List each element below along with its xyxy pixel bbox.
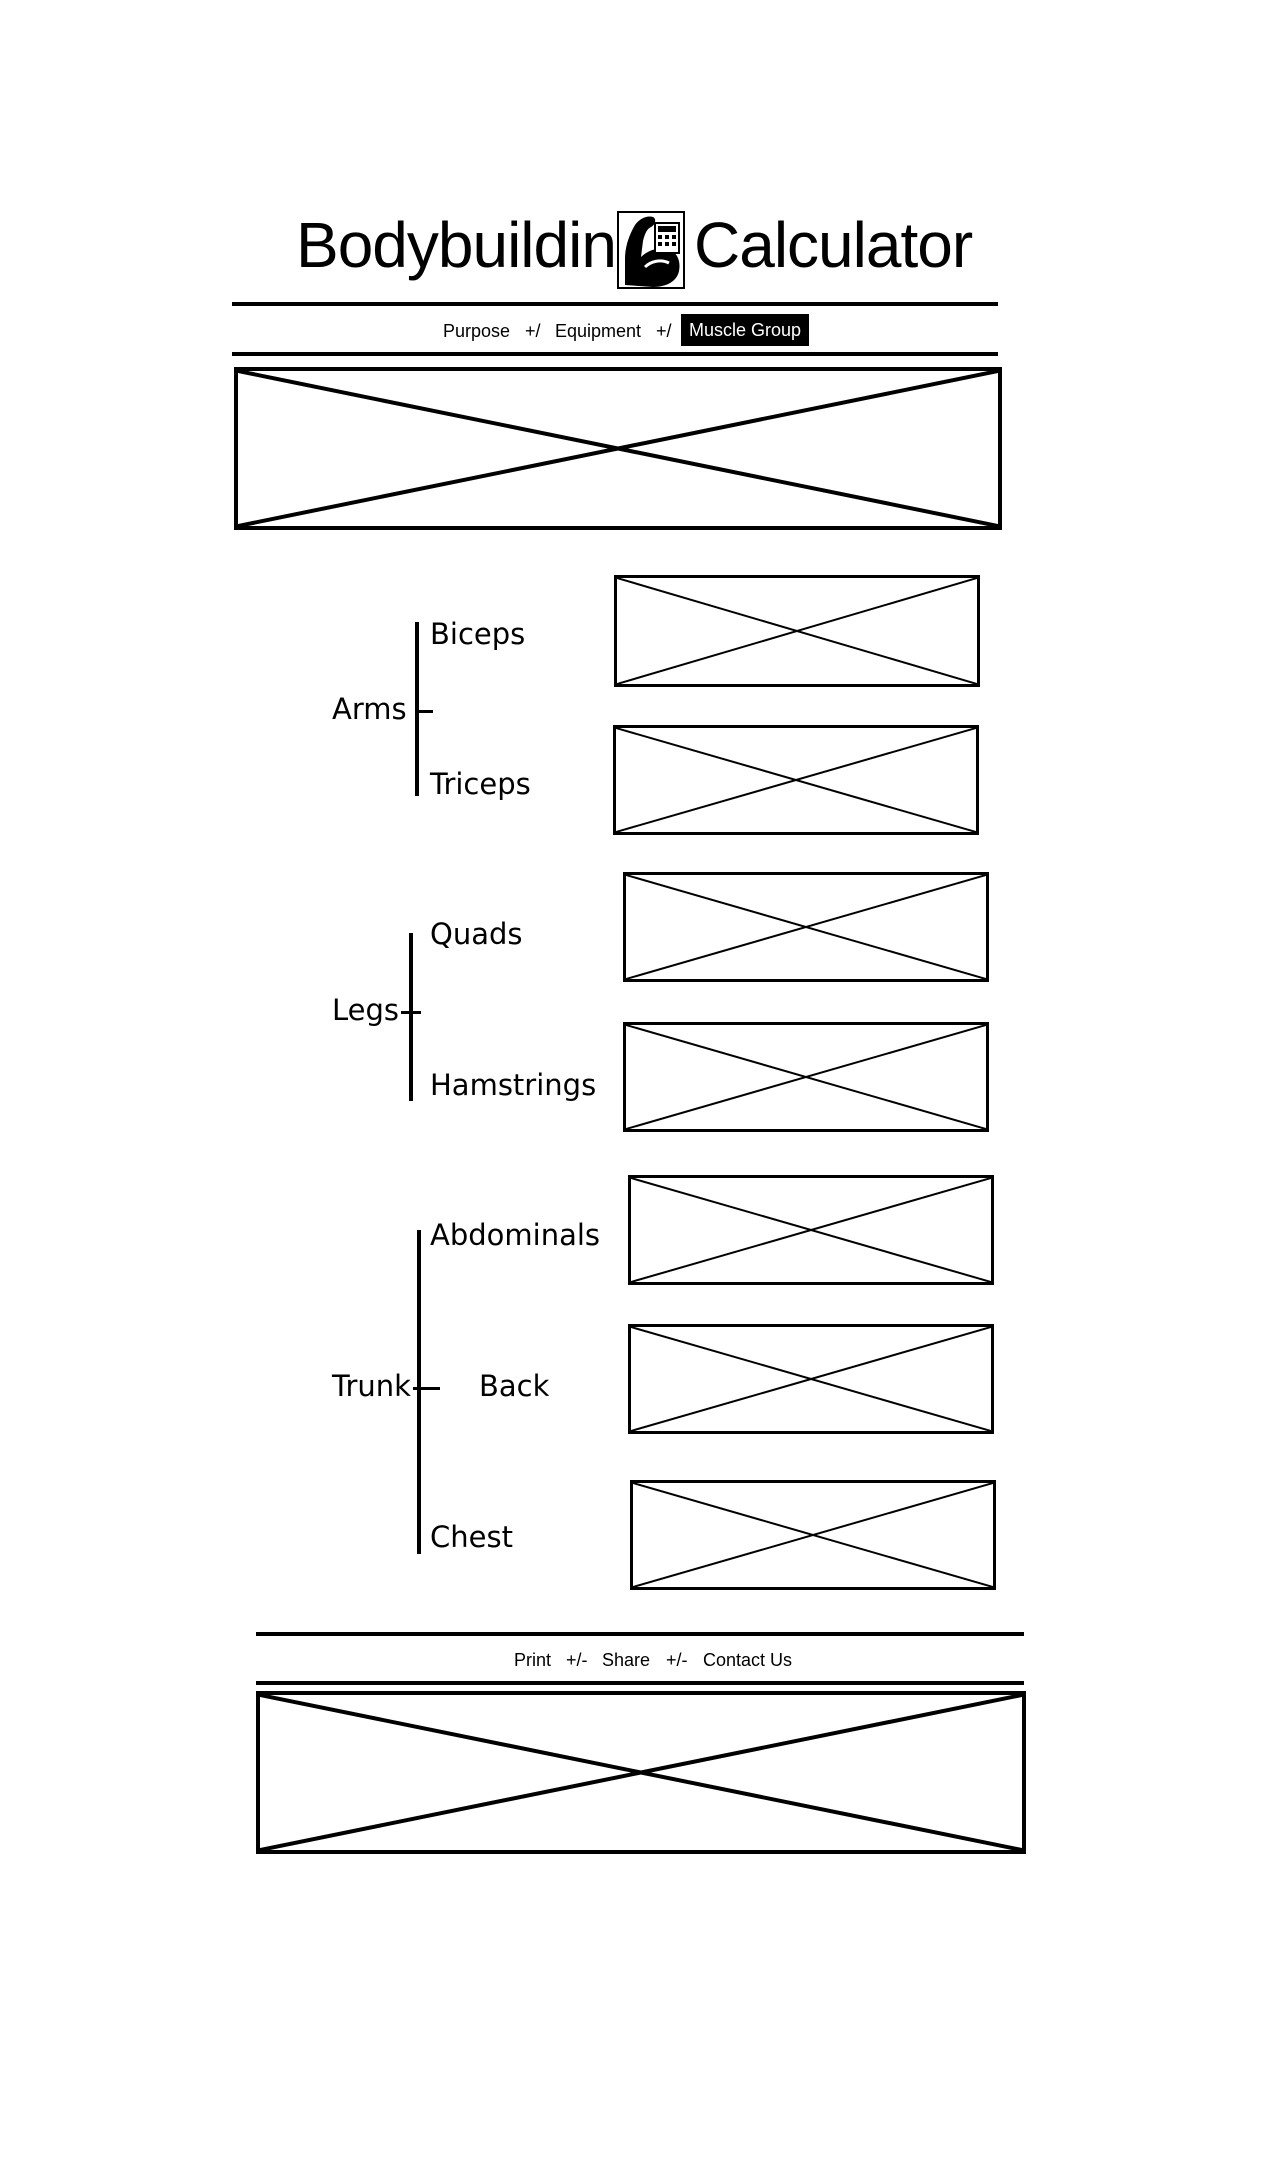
nav-separator: +/ xyxy=(525,321,541,341)
footer-top-rule xyxy=(256,1632,1024,1636)
group-label-legs: Legs xyxy=(332,993,400,1027)
group-bracket-tick xyxy=(413,1387,440,1390)
abdominals-image-placeholder[interactable] xyxy=(628,1175,994,1285)
group-label-arms: Arms xyxy=(332,692,407,726)
biceps-image-placeholder[interactable] xyxy=(614,575,980,687)
footer-separator: +/- xyxy=(666,1650,688,1670)
group-bracket xyxy=(417,1230,421,1554)
group-bracket-tick xyxy=(419,710,433,713)
muscle-label-triceps[interactable]: Triceps xyxy=(430,767,531,801)
muscle-label-quads[interactable]: Quads xyxy=(430,917,523,951)
nav-equipment[interactable]: Equipment xyxy=(555,321,642,341)
muscle-label-hamstrings[interactable]: Hamstrings xyxy=(430,1068,597,1102)
group-label-trunk: Trunk xyxy=(332,1369,411,1403)
footer-image-placeholder xyxy=(256,1691,1026,1854)
nav-separator: +/ xyxy=(656,321,672,341)
banner-image-placeholder xyxy=(234,367,1002,530)
muscle-label-biceps[interactable]: Biceps xyxy=(430,617,526,651)
footer-contact-us-link[interactable]: Contact Us xyxy=(703,1650,793,1670)
footer-separator: +/- xyxy=(566,1650,588,1670)
nav-top-rule xyxy=(232,302,998,306)
back-image-placeholder[interactable] xyxy=(628,1324,994,1434)
triceps-image-placeholder[interactable] xyxy=(613,725,979,835)
muscle-label-abdominals[interactable]: Abdominals xyxy=(430,1218,601,1252)
footer-bottom-rule xyxy=(256,1681,1024,1685)
chest-image-placeholder[interactable] xyxy=(630,1480,996,1590)
title-right: Calculator xyxy=(694,209,973,281)
group-bracket-tick xyxy=(401,1011,421,1014)
flexed-arm-calculator-icon xyxy=(617,211,685,289)
footer-share-link[interactable]: Share xyxy=(602,1650,651,1670)
hamstrings-image-placeholder[interactable] xyxy=(623,1022,989,1132)
nav-bottom-rule xyxy=(232,352,998,356)
muscle-label-back[interactable]: Back xyxy=(479,1369,550,1403)
group-bracket xyxy=(415,622,419,796)
nav-purpose[interactable]: Purpose xyxy=(443,321,511,341)
quads-image-placeholder[interactable] xyxy=(623,872,989,982)
group-bracket xyxy=(409,933,413,1101)
nav-muscle-group[interactable]: Muscle Group xyxy=(681,314,810,346)
title-left: Bodybuilding xyxy=(296,209,651,281)
footer-print-link[interactable]: Print xyxy=(514,1650,552,1670)
muscle-label-chest[interactable]: Chest xyxy=(430,1520,513,1554)
